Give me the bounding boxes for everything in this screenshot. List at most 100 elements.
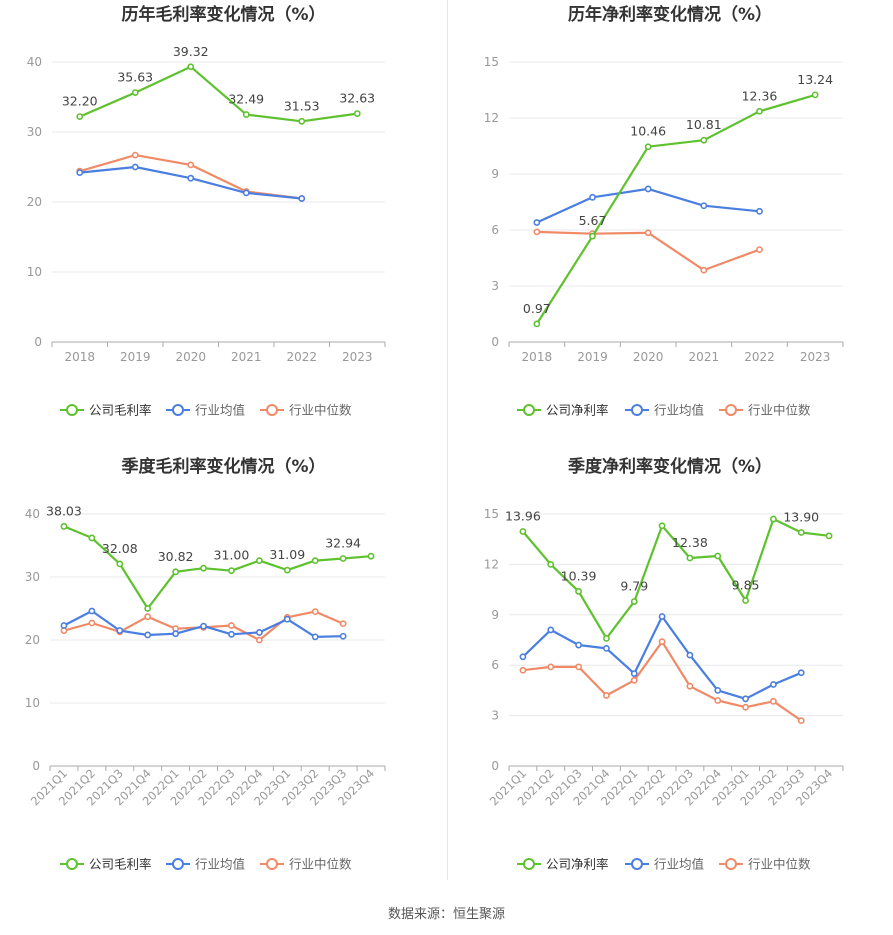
legend-marker (66, 858, 78, 870)
legend-item: 行业中位数 (260, 857, 352, 872)
y-tick-label: 3 (491, 279, 499, 293)
legend-marker (725, 858, 737, 870)
legend-label: 行业均值 (195, 403, 245, 418)
chart-quarterly-gross-margin: 季度毛利率变化情况（%） 0 10 20 30 40 2021Q1 2021Q2 2021Q3 2… (0, 452, 447, 892)
series-line (536, 230, 760, 272)
data-point (756, 207, 763, 215)
y-tick-label: 20 (27, 195, 42, 209)
data-point (255, 629, 263, 636)
data-point (575, 588, 582, 595)
y-tick-label: 30 (25, 570, 40, 584)
y-tick-label: 0 (491, 335, 499, 349)
data-point (311, 557, 319, 565)
data-point (144, 613, 152, 621)
chart-svg: 历年毛利率变化情况（%） 0 10 20 30 40 2018 2019 2020 2021 202… (27, 4, 386, 418)
y-tick-label: 10 (25, 696, 40, 710)
data-label: 39.32 (173, 44, 209, 59)
data-point (60, 523, 68, 530)
legend-item: 行业中位数 (260, 403, 352, 418)
legend-label: 公司毛利率 (89, 857, 152, 872)
data-point (658, 522, 666, 530)
data-label: 35.63 (117, 70, 153, 85)
data-point (339, 620, 347, 628)
legend-marker (172, 858, 184, 870)
series-line (536, 187, 760, 224)
legend-label: 行业均值 (654, 857, 704, 872)
data-point (797, 669, 805, 677)
data-point (228, 567, 235, 575)
data-point (700, 266, 708, 274)
legend-label: 行业中位数 (748, 857, 811, 872)
data-point (172, 630, 180, 638)
data-point (589, 232, 596, 240)
y-tick-label: 0 (491, 759, 499, 773)
data-label: 9.85 (732, 578, 760, 593)
data-point (547, 561, 555, 568)
y-tick-label: 6 (491, 223, 499, 237)
data-point (298, 195, 306, 202)
y-tick-label: 15 (484, 55, 499, 69)
data-point (60, 622, 68, 629)
data-point (742, 597, 749, 604)
data-point (172, 568, 180, 576)
data-point (353, 110, 361, 117)
data-point (770, 697, 777, 705)
data-source-note: 数据来源：恒生聚源 (387, 907, 505, 922)
x-tick-label: 2019 (120, 350, 151, 364)
legend-label: 行业中位数 (289, 403, 352, 418)
data-point (714, 686, 722, 694)
data-label: 10.39 (561, 568, 597, 583)
data-point (367, 552, 375, 560)
data-point (519, 528, 527, 535)
data-label: 9.79 (620, 579, 648, 594)
legend-marker (266, 858, 278, 870)
data-point (825, 532, 833, 540)
data-label: 10.46 (630, 124, 666, 139)
x-tick-label: 2018 (64, 350, 95, 364)
legend-marker (631, 404, 643, 416)
data-point (200, 622, 207, 630)
x-tick-label: 2018 (522, 350, 553, 364)
legend-label: 行业中位数 (748, 403, 811, 418)
y-tick-label: 12 (484, 557, 499, 571)
data-point (519, 666, 527, 674)
data-label: 13.90 (783, 509, 819, 524)
series-line (522, 517, 830, 640)
data-point (131, 163, 139, 171)
legend-marker (266, 404, 278, 416)
data-point (187, 174, 195, 182)
data-point (200, 564, 207, 572)
data-point (700, 136, 708, 144)
data-point (255, 557, 263, 565)
chart-quarterly-net-margin: 季度净利率变化情况（%） 0 3 6 9 12 15 2021Q1 2021Q2 2021Q3 20… (447, 452, 893, 892)
data-point (714, 697, 722, 704)
legend-marker (523, 404, 535, 416)
x-tick-label: 2021 (689, 350, 720, 364)
data-point (187, 63, 195, 71)
data-point (547, 626, 555, 634)
data-label: 5.67 (579, 213, 607, 228)
chart-title: 历年净利率变化情况（%） (568, 4, 772, 25)
data-point (311, 608, 319, 616)
data-point (686, 651, 694, 659)
legend-label: 公司净利率 (546, 857, 609, 872)
y-tick-label: 20 (25, 633, 40, 647)
data-point (797, 529, 805, 536)
y-tick-label: 12 (484, 111, 499, 125)
data-point (131, 89, 139, 96)
series-line (522, 615, 802, 700)
y-tick-label: 40 (27, 55, 42, 69)
data-point (283, 566, 291, 574)
data-point (144, 605, 152, 612)
data-label: 32.94 (325, 535, 361, 550)
legend-label: 公司净利率 (546, 403, 609, 418)
data-label: 0.97 (523, 301, 551, 316)
x-tick-label: 2021 (231, 350, 262, 364)
legend-label: 行业均值 (195, 857, 245, 872)
series-line (535, 93, 816, 325)
y-tick-label: 30 (27, 125, 42, 139)
data-point (311, 633, 319, 641)
legend-item: 公司毛利率 (60, 857, 152, 872)
chart-annual-net-margin: 历年净利率变化情况（%） 0 3 6 9 12 15 2018 2019 2020 2021 2022… (447, 0, 893, 440)
data-label: 13.24 (797, 72, 833, 87)
